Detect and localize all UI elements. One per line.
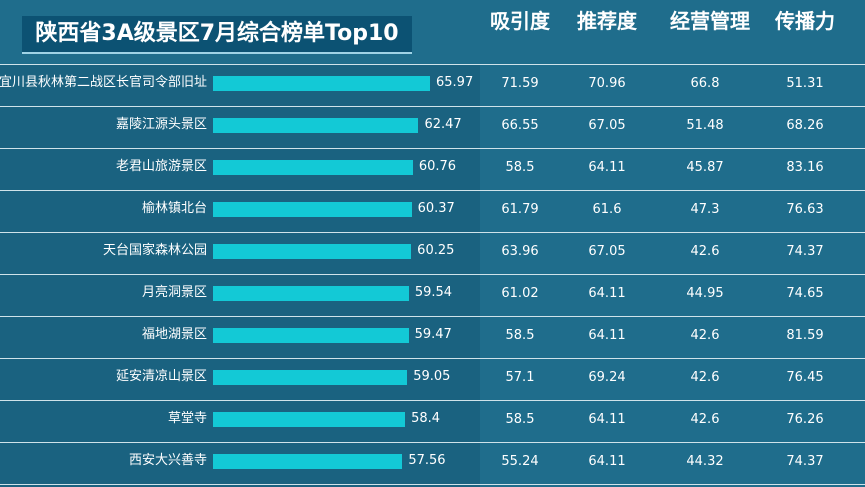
bar bbox=[213, 160, 413, 175]
bar-value-label: 60.76 bbox=[418, 159, 457, 174]
table-cell: 51.48 bbox=[686, 118, 724, 133]
table-cell: 51.31 bbox=[786, 76, 824, 91]
row-separator bbox=[0, 484, 865, 485]
chart-title: 陕西省3A级景区7月综合榜单Top10 bbox=[22, 16, 412, 54]
table-cell: 42.6 bbox=[690, 328, 720, 343]
category-label: 宜川县秋林第二战区长官司令部旧址 bbox=[0, 75, 207, 90]
table-cell: 64.11 bbox=[588, 286, 626, 301]
table-cell: 64.11 bbox=[588, 412, 626, 427]
table-cell: 71.59 bbox=[501, 76, 539, 91]
table-cell: 61.79 bbox=[501, 202, 539, 217]
table-cell: 58.5 bbox=[505, 328, 535, 343]
header-management: 经营管理 bbox=[670, 9, 750, 33]
bar-value-label: 60.37 bbox=[417, 201, 455, 216]
table-cell: 42.6 bbox=[690, 244, 720, 259]
row-separator bbox=[0, 190, 865, 191]
bar bbox=[213, 328, 409, 343]
bar bbox=[213, 454, 403, 469]
table-cell: 74.65 bbox=[786, 286, 824, 301]
table-cell: 45.87 bbox=[686, 160, 724, 175]
row-separator bbox=[0, 64, 865, 65]
bar bbox=[213, 286, 409, 301]
bar bbox=[213, 76, 430, 91]
table-cell: 61.6 bbox=[592, 202, 622, 217]
row-separator bbox=[0, 442, 865, 443]
table-cell: 58.5 bbox=[505, 412, 535, 427]
table-cell: 68.26 bbox=[786, 118, 824, 133]
row-separator bbox=[0, 400, 865, 401]
table-cell: 42.6 bbox=[690, 412, 720, 427]
table-cell: 63.96 bbox=[501, 244, 539, 259]
table-cell: 66.55 bbox=[501, 118, 539, 133]
category-label: 福地湖景区 bbox=[141, 327, 207, 342]
table-cell: 44.32 bbox=[686, 454, 724, 469]
table-cell: 66.8 bbox=[690, 76, 720, 91]
table-cell: 57.1 bbox=[505, 370, 535, 385]
category-label: 西安大兴善寺 bbox=[128, 453, 207, 468]
table-cell: 64.11 bbox=[588, 160, 626, 175]
table-cell: 64.11 bbox=[588, 454, 626, 469]
table-cell: 55.24 bbox=[501, 454, 539, 469]
category-label: 嘉陵江源头景区 bbox=[115, 117, 207, 132]
header-attraction: 吸引度 bbox=[490, 9, 550, 33]
table-cell: 81.59 bbox=[786, 328, 824, 343]
bar bbox=[213, 244, 412, 259]
category-label: 月亮洞景区 bbox=[141, 285, 207, 300]
category-label: 天台国家森林公园 bbox=[102, 243, 207, 258]
bar-value-label: 57.56 bbox=[408, 453, 446, 468]
bar bbox=[213, 370, 408, 385]
header-recommendation: 推荐度 bbox=[577, 9, 637, 33]
bar bbox=[213, 412, 406, 427]
bar-value-label: 65.97 bbox=[436, 75, 474, 90]
table-cell: 76.63 bbox=[786, 202, 824, 217]
bar bbox=[213, 202, 412, 217]
bar-value-label: 59.05 bbox=[413, 369, 451, 384]
table-cell: 74.37 bbox=[786, 244, 824, 259]
row-separator bbox=[0, 358, 865, 359]
row-separator bbox=[0, 274, 865, 275]
category-label: 延安清凉山景区 bbox=[115, 369, 207, 384]
bar-value-label: 59.54 bbox=[414, 285, 453, 300]
table-cell: 44.95 bbox=[686, 286, 724, 301]
table-cell: 83.16 bbox=[786, 160, 824, 175]
bar bbox=[213, 118, 419, 133]
table-cell: 67.05 bbox=[588, 244, 626, 259]
row-separator bbox=[0, 106, 865, 107]
table-cell: 47.3 bbox=[690, 202, 720, 217]
bar-value-label: 58.4 bbox=[411, 411, 441, 426]
table-cell: 69.24 bbox=[588, 370, 626, 385]
category-label: 草堂寺 bbox=[167, 411, 207, 426]
header-spread: 传播力 bbox=[775, 9, 835, 33]
table-cell: 58.5 bbox=[505, 160, 535, 175]
bar-value-label: 60.25 bbox=[417, 243, 455, 258]
table-cell: 74.37 bbox=[786, 454, 824, 469]
category-label: 老君山旅游景区 bbox=[115, 159, 207, 174]
table-cell: 42.6 bbox=[690, 370, 720, 385]
table-cell: 67.05 bbox=[588, 118, 626, 133]
row-separator bbox=[0, 316, 865, 317]
bar-value-label: 59.47 bbox=[414, 327, 452, 342]
category-label: 榆林镇北台 bbox=[141, 201, 207, 216]
row-separator bbox=[0, 232, 865, 233]
table-cell: 76.45 bbox=[786, 370, 824, 385]
table-cell: 70.96 bbox=[588, 76, 626, 91]
row-separator bbox=[0, 148, 865, 149]
table-cell: 61.02 bbox=[501, 286, 539, 301]
table-cell: 76.26 bbox=[786, 412, 824, 427]
table-cell: 64.11 bbox=[588, 328, 626, 343]
bar-value-label: 62.47 bbox=[424, 117, 462, 132]
